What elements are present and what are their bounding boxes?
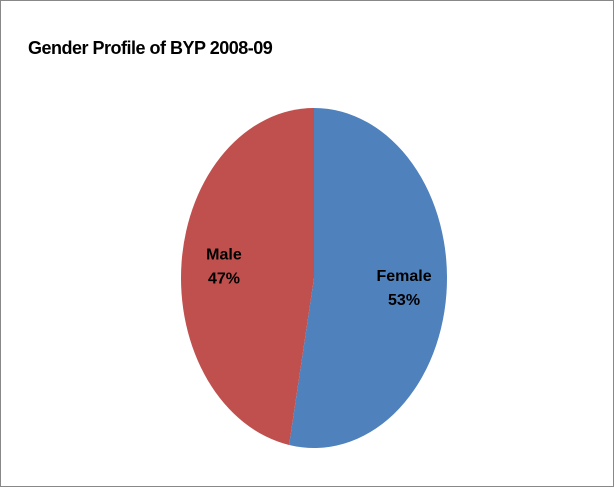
pie-slice	[289, 108, 447, 448]
slice-label: Female	[376, 268, 431, 285]
slice-label: Male	[206, 246, 242, 263]
pie-slice	[181, 108, 314, 445]
slice-value-label: 47%	[208, 270, 240, 287]
slice-value-label: 53%	[388, 292, 420, 309]
chart-title: Gender Profile of BYP 2008-09	[28, 38, 273, 58]
